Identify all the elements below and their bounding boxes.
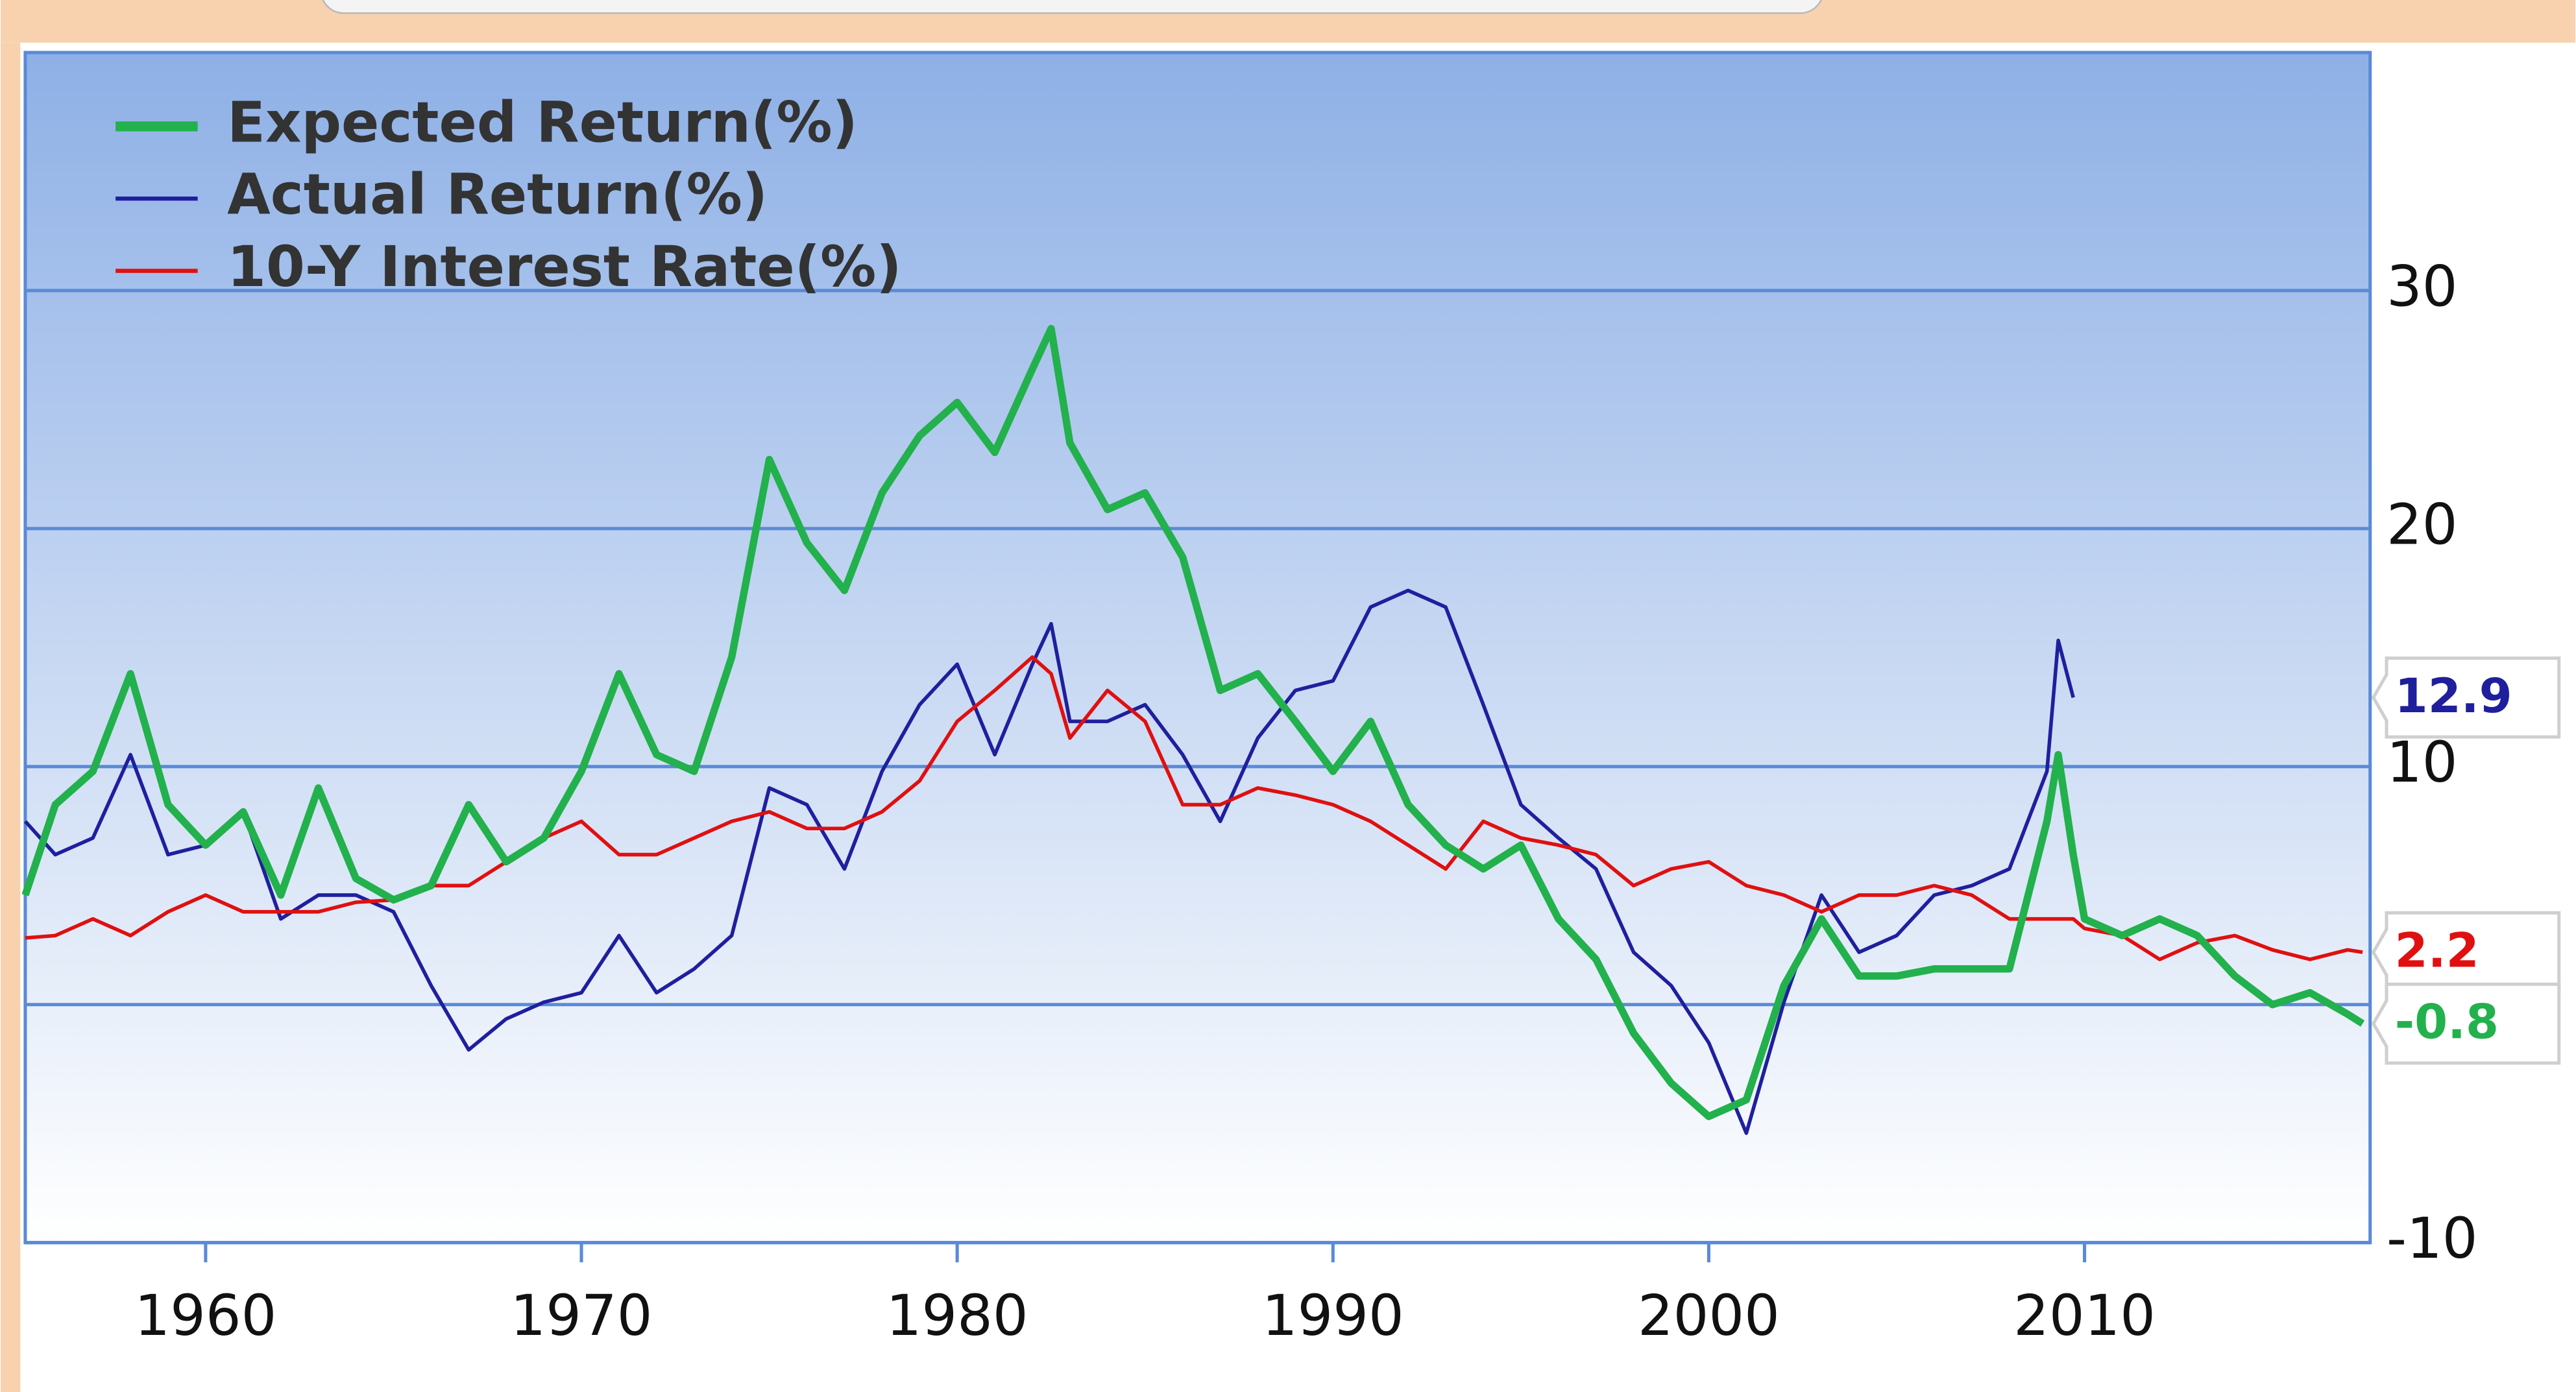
end-label-box xyxy=(2371,911,2561,994)
series-line xyxy=(21,324,2365,1120)
end-label-box xyxy=(2371,982,2561,1065)
end-labels: 12.9 2.2 -0.8 xyxy=(2371,656,2561,1065)
grid xyxy=(25,289,2370,1245)
y-tick-label: -10 xyxy=(2387,1206,2478,1271)
lines xyxy=(21,324,2365,1135)
left-border xyxy=(0,42,21,1392)
x-tick-label: 1980 xyxy=(886,1284,1028,1349)
x-tick-label: 2000 xyxy=(1638,1284,1780,1349)
x-tick-label: 1990 xyxy=(1262,1284,1404,1349)
legend-label: Expected Return(%) xyxy=(227,90,858,155)
x-tick-label: 2010 xyxy=(2013,1284,2156,1349)
legend: Expected Return(%) Actual Return(%) 10-Y I… xyxy=(115,90,902,300)
x-tick-label: 1960 xyxy=(134,1284,276,1349)
legend-label: 10-Y Interest Rate(%) xyxy=(227,235,901,300)
legend-label: Actual Return(%) xyxy=(227,163,768,228)
series-line xyxy=(23,588,2075,1135)
toolbar-control xyxy=(322,0,1822,14)
axes: -100102030196019701980199020002010 xyxy=(134,254,2477,1349)
y-tick-label: 10 xyxy=(2387,730,2457,795)
plot-area xyxy=(23,51,2372,1245)
end-label: 2.2 xyxy=(2395,924,2479,979)
x-tick-label: 1970 xyxy=(511,1284,653,1349)
end-label-box xyxy=(2371,656,2561,739)
end-label: -0.8 xyxy=(2395,995,2499,1050)
y-tick-label: 30 xyxy=(2387,254,2457,319)
y-tick-label: 20 xyxy=(2387,492,2457,557)
end-label: 12.9 xyxy=(2395,669,2512,724)
